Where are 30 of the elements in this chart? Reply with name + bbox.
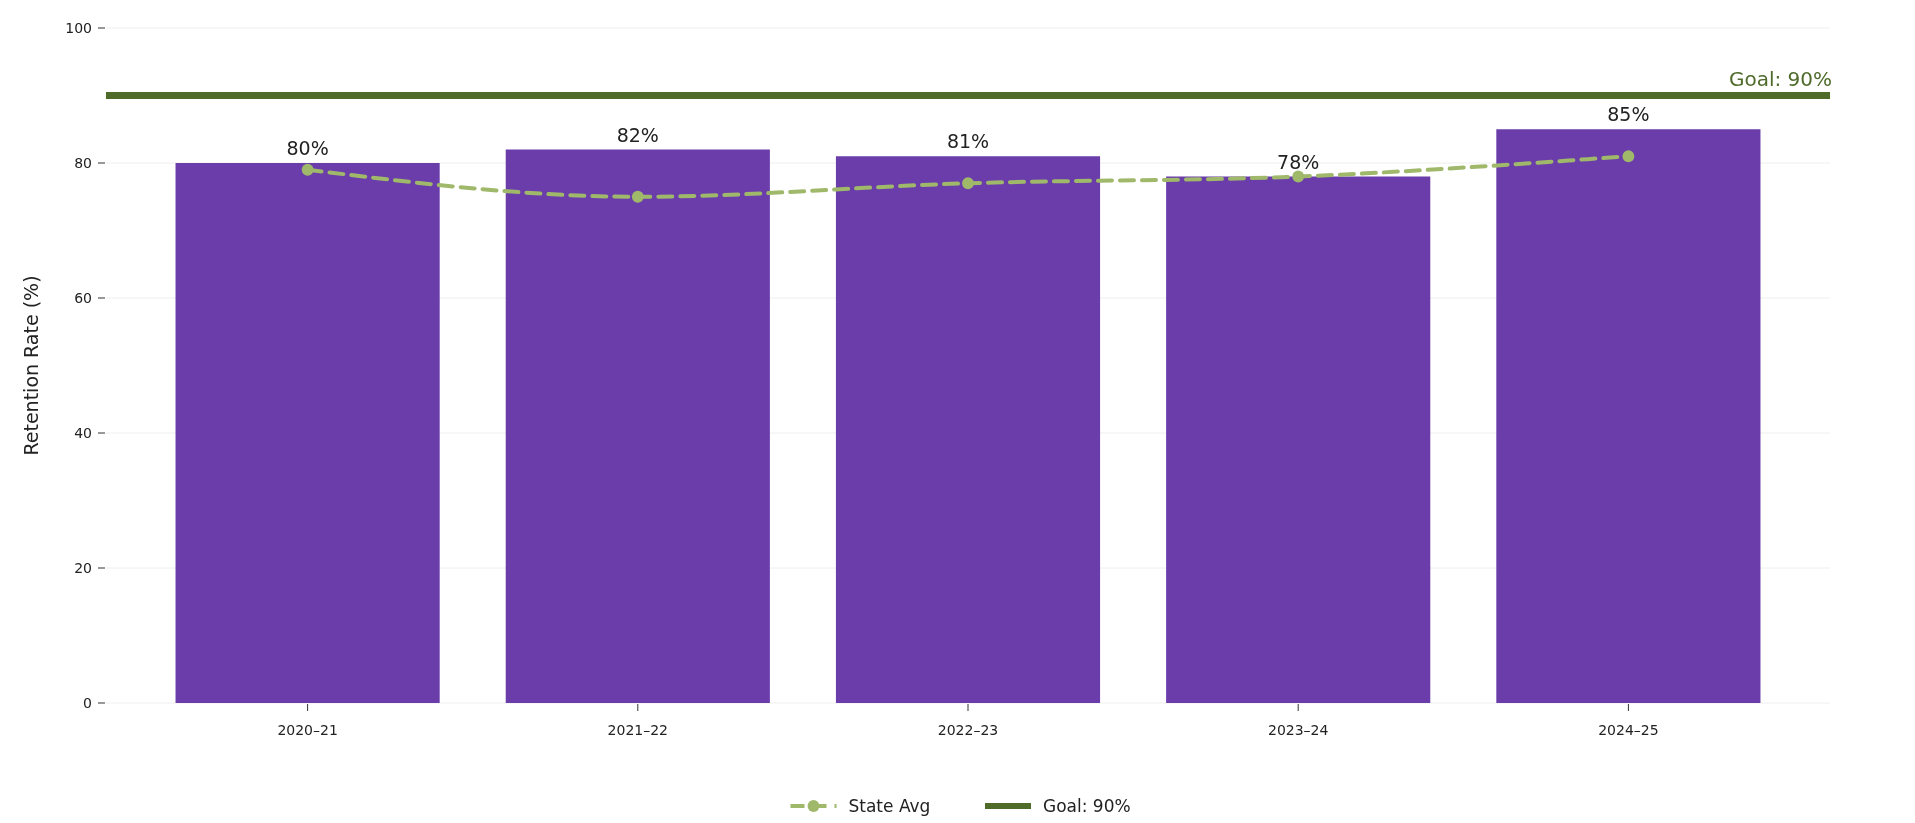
data-label: 78%: [1277, 150, 1320, 173]
point: [1622, 150, 1635, 163]
x-tick-label: 2023–24: [1267, 722, 1329, 738]
bar: [1166, 176, 1431, 703]
data-label: 82%: [616, 123, 659, 146]
data-label: 81%: [946, 130, 990, 153]
point: [1292, 170, 1305, 183]
text: Goal: 90%: [1043, 795, 1131, 816]
y-tick-label: 0: [83, 694, 92, 711]
bar: [505, 149, 770, 703]
x-tick-label: 2022–23: [937, 722, 999, 738]
point: [301, 163, 314, 176]
y-tick-label: 60: [74, 289, 92, 306]
x-tick-label: 2021–22: [607, 722, 669, 738]
y-axis-title: Retention Rate (%): [20, 275, 42, 456]
y-tick-label: 100: [65, 19, 92, 36]
point: [962, 177, 974, 190]
point: [631, 190, 644, 203]
x-tick-label: 2024–25: [1598, 722, 1659, 738]
ref-line-label: Goal: 90%: [1728, 66, 1832, 91]
bar: [1496, 129, 1761, 703]
x-tick-label: 2020–21: [277, 722, 338, 738]
y-tick-label: 80: [74, 154, 92, 171]
data-label: 80%: [286, 137, 329, 159]
legend-label: State Avg: [848, 795, 931, 816]
data-label: 85%: [1607, 103, 1650, 126]
bar: [835, 156, 1101, 703]
bar: [175, 163, 440, 703]
y-tick-label: 20: [74, 559, 92, 576]
y-tick-label: 40: [74, 424, 92, 441]
